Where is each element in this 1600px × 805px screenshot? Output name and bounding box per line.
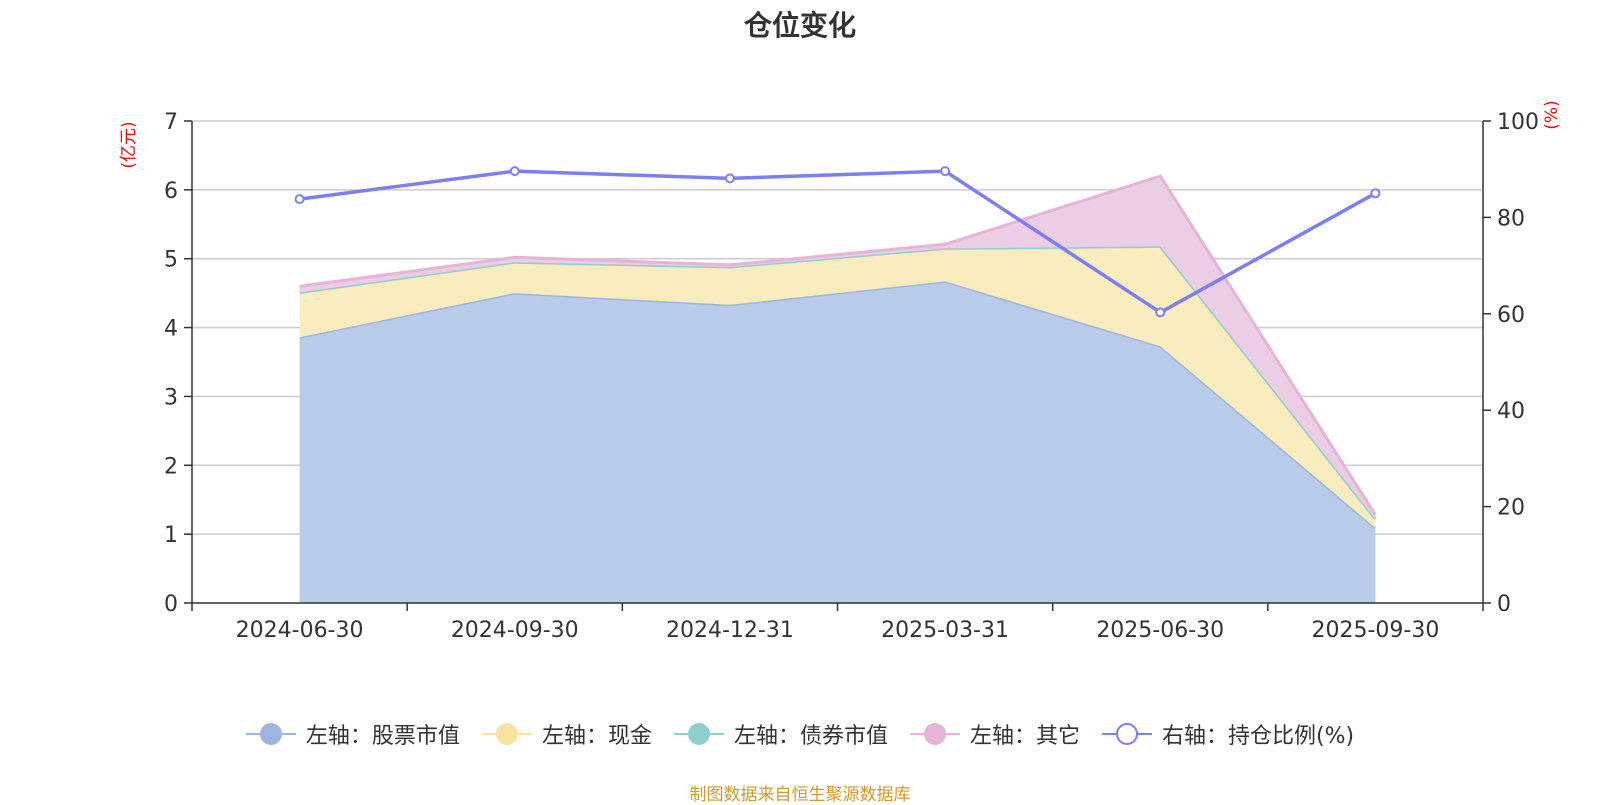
ratio-line — [299, 169, 1377, 315]
area-series-edge-3 — [299, 174, 1377, 516]
axes: 0 1 2 3 4 5 6 7 0 20 40 60 80 100 2024-06-30 2024-09-30… — [164, 110, 1539, 643]
left-tick-label: 3 — [164, 385, 178, 410]
legend-label: 右轴：持仓比例(%) — [1161, 724, 1355, 749]
left-tick-label: 0 — [164, 592, 178, 617]
chart-title: 仓位变化 — [743, 9, 856, 42]
legend-label: 左轴：其它 — [969, 724, 1080, 749]
legend-item[interactable]: 左轴：股票市值 — [245, 718, 460, 750]
x-tick-label: 2024-09-30 — [451, 618, 579, 643]
left-tick-label: 6 — [164, 179, 178, 204]
legend-marker-icon — [245, 723, 296, 745]
legend-marker-icon — [673, 723, 724, 745]
legend-item[interactable]: 左轴：其它 — [909, 718, 1080, 750]
left-tick-label: 2 — [164, 454, 178, 479]
source-note: 制图数据来自恒生聚源数据库 — [689, 785, 911, 805]
x-tick-label: 2025-06-30 — [1096, 618, 1224, 643]
right-axis-unit: (%) — [1542, 100, 1562, 129]
x-tick-label: 2025-09-30 — [1311, 618, 1439, 643]
area-series-1 — [299, 246, 1376, 528]
ratio-point[interactable] — [724, 173, 735, 184]
left-axis-unit: (亿元) — [119, 121, 139, 168]
legend-label: 左轴：股票市值 — [305, 724, 460, 749]
chart-area: 0 1 2 3 4 5 6 7 0 20 40 60 80 100 2024-06-30 2024-09-30… — [119, 100, 1562, 643]
ratio-point[interactable] — [940, 166, 951, 177]
right-tick-label: 20 — [1497, 496, 1525, 521]
legend-label: 左轴：现金 — [541, 724, 652, 749]
right-tick-label: 60 — [1497, 303, 1525, 328]
x-tick-label: 2025-03-31 — [881, 618, 1009, 643]
right-tick-label: 80 — [1497, 206, 1525, 231]
legend-item[interactable]: 右轴：持仓比例(%) — [1101, 718, 1355, 750]
right-tick-label: 0 — [1497, 592, 1511, 617]
left-tick-label: 7 — [164, 110, 178, 135]
right-tick-label: 100 — [1497, 110, 1539, 135]
legend-marker-icon — [909, 723, 960, 745]
left-tick-label: 5 — [164, 248, 178, 273]
area-series-0 — [299, 281, 1376, 603]
ratio-point[interactable] — [509, 166, 520, 177]
ratio-point[interactable] — [1370, 188, 1381, 199]
right-tick-label: 40 — [1497, 399, 1525, 424]
area-series — [299, 174, 1377, 603]
legend-marker-icon — [481, 723, 532, 745]
legend-item[interactable]: 左轴：现金 — [481, 718, 652, 750]
legend-label: 左轴：债券市值 — [733, 724, 888, 749]
legend-item[interactable]: 左轴：债券市值 — [673, 718, 888, 750]
ratio-line-series — [294, 166, 1381, 318]
left-tick-label: 1 — [164, 523, 178, 548]
legend-marker-icon — [1101, 723, 1152, 745]
ratio-point[interactable] — [294, 194, 305, 205]
x-tick-label: 2024-06-30 — [236, 618, 364, 643]
legend: 左轴：股票市值 左轴：现金 左轴：债券市值 左轴：其它 右轴：持仓比例(%) — [0, 718, 1600, 750]
ratio-point[interactable] — [1155, 307, 1166, 318]
area-series-3 — [299, 176, 1376, 519]
x-tick-label: 2024-12-31 — [666, 618, 794, 643]
left-tick-label: 4 — [164, 317, 178, 342]
